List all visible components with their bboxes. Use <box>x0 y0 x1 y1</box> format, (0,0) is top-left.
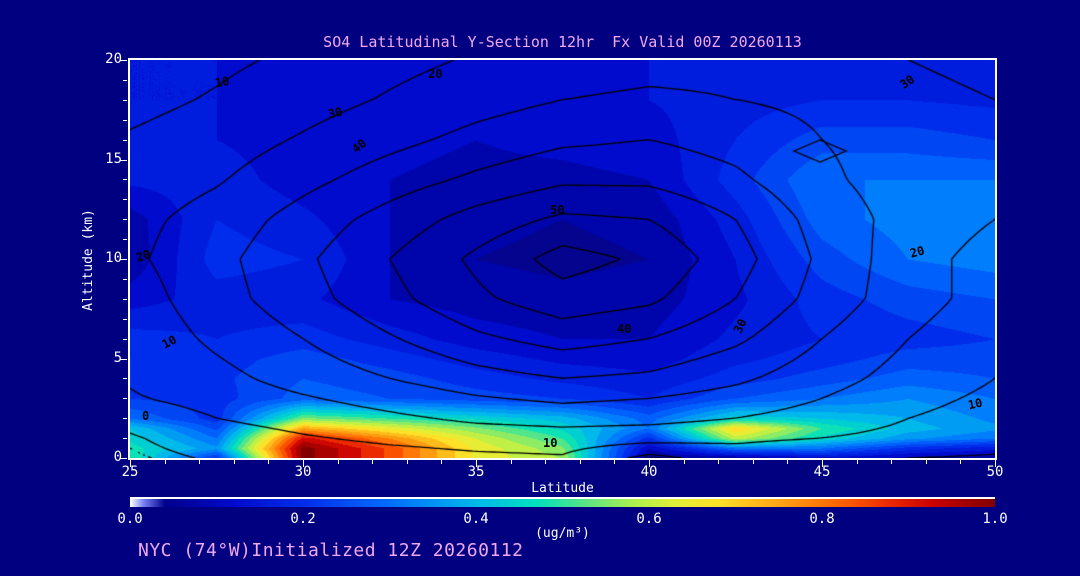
axis-tickmark <box>123 318 127 320</box>
axis-tickmark <box>268 460 270 464</box>
colorbar-tick-label: 0.0 <box>117 511 143 527</box>
axis-tickmark <box>123 418 127 420</box>
axis-tickmark <box>123 438 127 440</box>
y-axis-title: Altitude (km) <box>81 209 96 311</box>
colorbar-gradient <box>130 499 995 507</box>
axis-tickmark <box>123 378 127 380</box>
axis-tickmark <box>123 239 127 241</box>
x-tick-label: 40 <box>640 464 658 480</box>
axis-tickmark <box>891 460 893 464</box>
axis-tickmark <box>406 460 408 464</box>
axis-tickmark <box>233 460 235 464</box>
colorbar-tick-label: 1.0 <box>982 511 1008 527</box>
axis-tickmark <box>130 460 131 467</box>
x-tick-label: 45 <box>813 464 831 480</box>
axis-tickmark <box>718 460 720 464</box>
init-info-label: NYC (74°W)Initialized 12Z 20260112 <box>138 540 524 561</box>
y-tick-label: 10 <box>105 250 122 266</box>
y-tick-label: 20 <box>105 51 122 67</box>
y-tick-label: 15 <box>105 150 122 167</box>
y-tick-label: 5 <box>113 349 122 366</box>
axis-tickmark <box>120 159 127 161</box>
axis-tickmark <box>123 338 127 340</box>
axis-tickmark <box>123 79 127 81</box>
axis-tickmark <box>822 460 823 467</box>
axis-tickmark <box>372 460 374 464</box>
plot-area: 10 20 30 30 40 50 20 10 40 30 20 10 0 10 <box>128 58 997 460</box>
contour-label: 20 <box>908 243 927 261</box>
axis-tickmark <box>649 460 650 467</box>
axis-tickmark <box>476 460 477 467</box>
contour-label: 50 <box>550 203 565 217</box>
x-axis-title: Latitude <box>531 481 594 496</box>
axis-tickmark <box>752 460 754 464</box>
contour-label: 30 <box>326 104 344 122</box>
contour-label: 10 <box>213 73 231 91</box>
axis-tickmark <box>337 460 339 464</box>
axis-tickmark <box>123 219 127 221</box>
x-tick-label: 50 <box>986 464 1004 480</box>
colorbar-tick-label: 0.4 <box>463 511 489 527</box>
axis-tickmark <box>995 460 996 467</box>
axis-tickmark <box>787 460 789 464</box>
axis-tickmark <box>441 460 443 464</box>
axis-tickmark <box>123 278 127 280</box>
axis-tickmark <box>614 460 616 464</box>
axis-tickmark <box>123 99 127 101</box>
axis-tickmark <box>856 460 858 464</box>
x-tick-label: 25 <box>121 464 139 480</box>
contour-label: 10 <box>543 436 558 450</box>
colorbar-tick-label: 0.6 <box>636 511 662 527</box>
axis-tickmark <box>123 139 127 141</box>
y-tick-label: 0 <box>113 449 122 465</box>
axis-tickmark <box>123 199 127 201</box>
axis-tickmark <box>960 460 962 464</box>
axis-tickmark <box>683 460 685 464</box>
contour-label: 0 <box>142 409 150 423</box>
axis-tickmark <box>123 398 127 400</box>
contour-label: 40 <box>617 322 632 336</box>
colorbar-units-label: (ug/m³) <box>535 526 590 541</box>
x-tick-label: 30 <box>294 464 312 480</box>
axis-tickmark <box>123 119 127 121</box>
axis-tickmark <box>120 259 127 260</box>
axis-tickmark <box>164 460 166 464</box>
axis-tickmark <box>303 460 304 467</box>
contour-plot-canvas <box>130 60 995 458</box>
colorbar <box>130 497 995 509</box>
axis-tickmark <box>925 460 927 464</box>
axis-tickmark <box>120 458 127 459</box>
axis-tickmark <box>120 358 127 360</box>
chart-title: SO4 Latitudinal Y-Section 12hr Fx Valid … <box>323 33 802 51</box>
contour-label: 10 <box>966 395 984 413</box>
contour-label: 20 <box>428 67 443 81</box>
axis-tickmark <box>545 460 547 464</box>
axis-tickmark <box>199 460 201 464</box>
colorbar-tick-label: 0.2 <box>290 511 316 527</box>
x-tick-label: 35 <box>467 464 485 480</box>
axis-tickmark <box>120 60 127 61</box>
axis-tickmark <box>123 179 127 181</box>
axis-tickmark <box>510 460 512 464</box>
axis-tickmark <box>579 460 581 464</box>
colorbar-tick-label: 0.8 <box>809 511 835 527</box>
axis-tickmark <box>123 298 127 300</box>
